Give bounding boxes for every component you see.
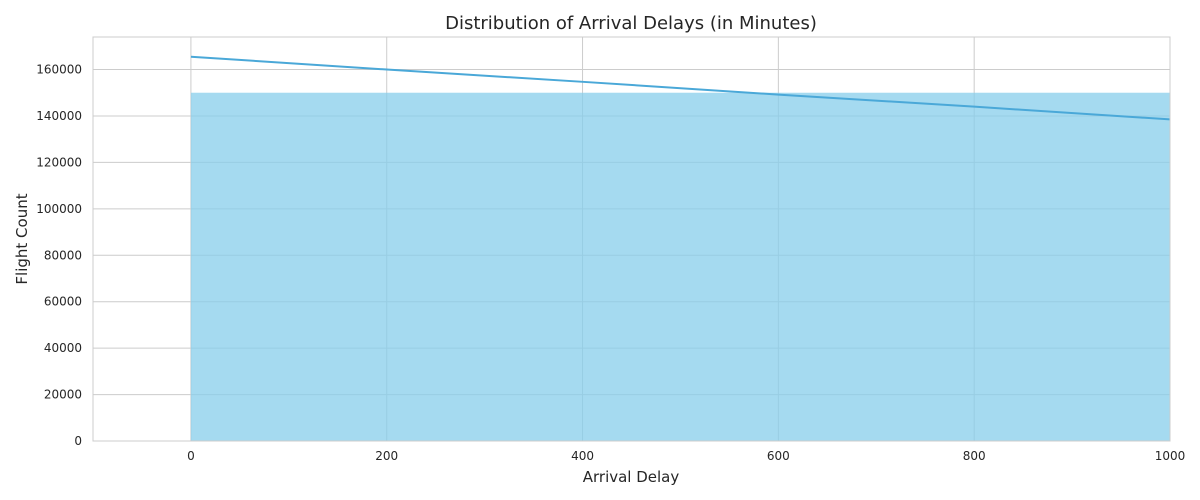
x-tick-label: 800 (963, 449, 986, 463)
y-tick-label: 80000 (44, 248, 82, 262)
histogram-bar (190, 92, 1171, 442)
x-tick-label: 0 (187, 449, 195, 463)
y-tick-label: 60000 (44, 295, 82, 309)
histogram-bars (190, 92, 1171, 442)
y-tick-label: 160000 (36, 63, 82, 77)
kde-line (190, 55, 1171, 121)
x-tick-label: 600 (767, 449, 790, 463)
x-axis-ticks: 0 200 400 600 800 1000 (187, 449, 1185, 463)
y-tick-label: 20000 (44, 388, 82, 402)
plot-frame (92, 36, 1171, 442)
x-axis-label: Arrival Delay (583, 468, 680, 486)
x-tick-label: 200 (375, 449, 398, 463)
x-tick-label: 1000 (1155, 449, 1186, 463)
chart-title: Distribution of Arrival Delays (in Minut… (445, 13, 817, 34)
y-tick-label: 120000 (36, 155, 82, 169)
x-tick-label: 400 (571, 449, 594, 463)
y-tick-label: 0 (74, 434, 82, 448)
y-tick-label: 40000 (44, 341, 82, 355)
y-tick-label: 100000 (36, 202, 82, 216)
y-axis-ticks: 0 20000 40000 60000 80000 100000 120000 140000 1… (36, 63, 82, 448)
kde-curve (190, 55, 1171, 121)
y-axis-label: Flight Count (13, 193, 31, 284)
y-tick-label: 140000 (36, 109, 82, 123)
